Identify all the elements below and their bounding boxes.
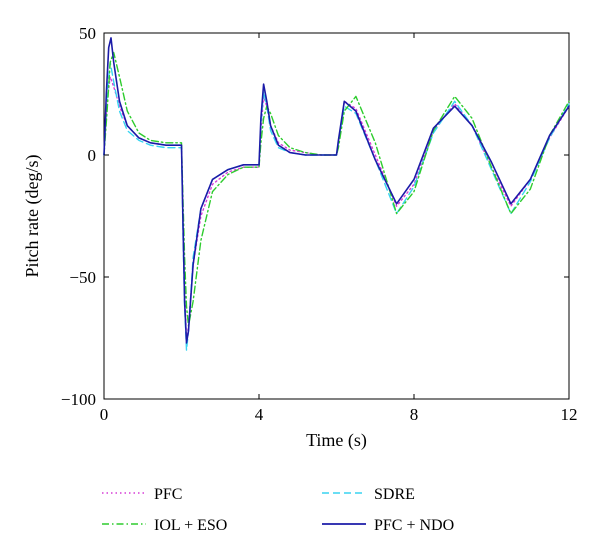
y-tick-label: 0 [88,146,97,165]
x-tick-label: 12 [561,405,578,424]
series-layer [103,37,570,351]
x-tick-label: 4 [255,405,264,424]
y-tick-label: −100 [61,390,96,409]
tick-layer: 0 4 8 12 −100 −50 0 50 [61,24,578,424]
series-line-3 [103,51,570,327]
y-tick-label: 50 [79,24,96,43]
x-axis-label: Time (s) [306,430,367,451]
legend-label: SDRE [374,486,415,503]
legend-label: PFC + NDO [374,517,454,534]
series-line-4 [103,37,570,344]
y-tick-label: −50 [69,268,96,287]
plot-frame [103,32,570,400]
y-axis-label: Pitch rate (deg/s) [22,155,43,278]
legend-label: PFC [154,486,182,503]
x-tick-label: 0 [100,405,109,424]
x-tick-label: 8 [410,405,419,424]
legend: PFC SDRE IOL + ESO PFC + NDO [102,486,454,534]
legend-label: IOL + ESO [154,517,227,534]
